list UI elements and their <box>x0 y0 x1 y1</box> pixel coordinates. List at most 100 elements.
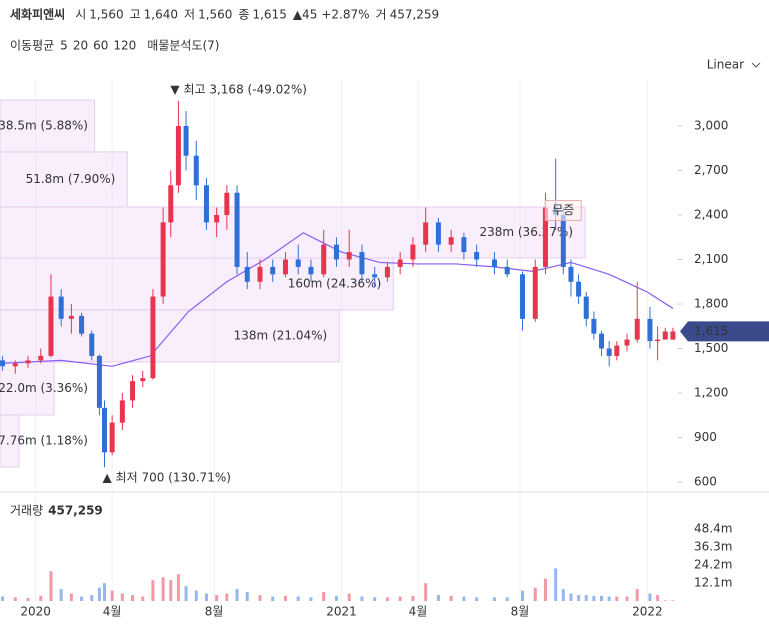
candle-body <box>150 296 156 379</box>
volume-bar <box>69 593 73 601</box>
volume-bar <box>411 595 415 601</box>
volume-bar <box>505 597 509 601</box>
volume-tick-label: 36.3m <box>694 540 732 554</box>
profile-label: 238m (36.27%) <box>479 225 573 239</box>
candle-body <box>576 281 582 297</box>
volume-bar <box>225 593 229 601</box>
volume-tick-label: 48.4m <box>694 522 732 536</box>
volume-bar <box>671 600 675 601</box>
candle-body <box>214 214 220 223</box>
candle-body <box>542 207 548 267</box>
volume-bar <box>309 597 313 601</box>
candle-body <box>79 315 85 334</box>
volume-bar <box>648 593 652 601</box>
header-text: 거 <box>376 8 387 22</box>
header-text: 1,640 <box>144 8 178 22</box>
x-tick-label: 4월 <box>103 605 122 619</box>
profile-label: 160m (24.36%) <box>288 276 382 290</box>
volume-bar <box>475 597 479 601</box>
candle-body <box>234 192 240 267</box>
event-box <box>544 200 582 222</box>
volume-bar <box>521 590 525 601</box>
candle-body <box>295 259 301 267</box>
y-tick-label: 2,400 <box>694 207 728 221</box>
header-text: 저 <box>184 8 195 22</box>
volume-bar <box>26 598 30 601</box>
profile-label: 38.5m (5.88%) <box>0 118 88 132</box>
candle-body <box>606 348 612 356</box>
candle-body <box>175 125 181 186</box>
candle-body <box>410 244 416 260</box>
scale-button[interactable]: Linear <box>707 58 744 72</box>
candle-body <box>48 296 54 356</box>
candle-body <box>670 331 676 340</box>
profile-label: 22.0m (3.36%) <box>0 381 88 395</box>
volume-bar <box>131 595 135 601</box>
candle-body <box>583 296 589 319</box>
volume-bar <box>235 589 239 601</box>
volume-bar <box>141 596 145 601</box>
candle-body <box>520 274 526 319</box>
volume-title: 거래량 <box>10 504 43 518</box>
volume-bar <box>577 595 581 601</box>
volume-bar <box>13 597 17 601</box>
candle-body <box>662 331 668 340</box>
candle-body <box>504 266 510 275</box>
volume-last: 457,259 <box>48 504 103 518</box>
candle-body <box>614 345 620 356</box>
candle-body <box>308 266 314 275</box>
scale-caret[interactable] <box>751 62 761 68</box>
candle-body <box>560 214 566 267</box>
candle-body <box>102 407 108 453</box>
volume-bar <box>176 574 180 601</box>
header-text: 시 <box>75 8 86 22</box>
candle-body <box>0 360 6 367</box>
volume-bar <box>360 596 364 601</box>
volume-bar <box>398 596 402 601</box>
volume-bar <box>584 595 588 601</box>
candle-body <box>591 318 597 334</box>
candle-body <box>647 318 653 342</box>
candle-body <box>12 363 18 367</box>
profile-label: 51.8m (7.90%) <box>26 172 116 186</box>
header-text: 세화피앤씨 <box>10 7 65 22</box>
volume-bar <box>462 596 466 601</box>
candle-body <box>160 222 166 297</box>
volume-bar <box>334 595 338 601</box>
candle-body <box>599 333 605 349</box>
header-text: ▲45 <box>293 8 318 22</box>
candle-body <box>634 318 640 340</box>
x-tick-label: 2021 <box>326 605 357 619</box>
profile-label: 138m (21.04%) <box>234 328 328 342</box>
candle-body <box>203 185 209 223</box>
y-tick-label: 600 <box>694 474 717 488</box>
candle-body <box>25 360 31 364</box>
price-tag <box>680 321 769 342</box>
candle-body <box>474 252 480 260</box>
volume-bar <box>436 595 440 601</box>
y-tick-label: 900 <box>694 430 717 444</box>
header-text: 20 <box>73 39 88 53</box>
volume-bar <box>59 589 63 601</box>
candle-body <box>244 266 250 282</box>
volume-bar <box>615 596 619 601</box>
volume-bar <box>271 596 275 601</box>
volume-bar <box>554 568 558 601</box>
header-text: 1,560 <box>89 8 123 22</box>
volume-bar <box>449 595 453 601</box>
volume-tick-label: 24.2m <box>694 558 732 572</box>
volume-bar <box>347 593 351 601</box>
x-tick-label: 2022 <box>632 605 663 619</box>
y-tick-label: 3,000 <box>694 118 728 132</box>
header-text: 이동평균 <box>10 39 54 53</box>
candle-body <box>168 185 174 223</box>
candle-body <box>372 274 378 278</box>
candle-body <box>140 378 146 382</box>
candle-body <box>270 266 276 275</box>
volume-bar <box>80 596 84 601</box>
candle-body <box>655 339 661 342</box>
volume-bar <box>600 595 604 601</box>
candle-body <box>183 125 189 156</box>
candle-body <box>130 381 136 401</box>
volume-bar <box>283 595 287 601</box>
